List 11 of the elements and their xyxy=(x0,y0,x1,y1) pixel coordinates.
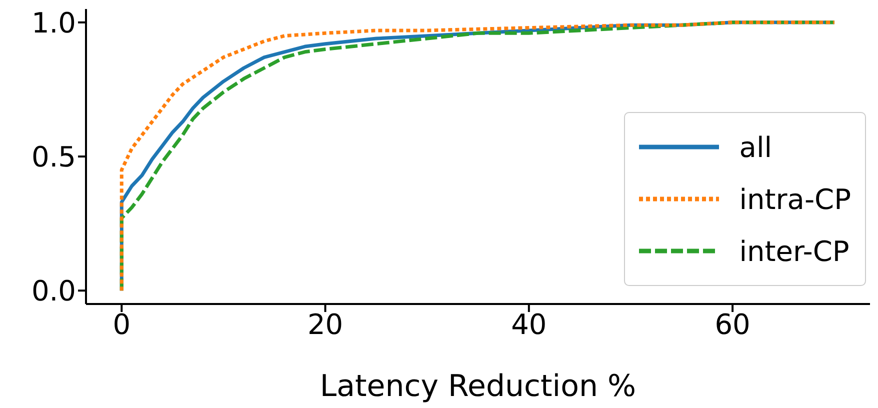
y-tick-label: 0.0 xyxy=(31,274,76,308)
x-tick-label: 20 xyxy=(307,308,344,341)
x-tick-label: 40 xyxy=(511,308,547,341)
y-tick-label: 1.0 xyxy=(31,6,76,40)
x-tick-label: 60 xyxy=(714,308,750,341)
legend-label: inter-CP xyxy=(739,234,850,268)
legend-label: intra-CP xyxy=(739,182,851,216)
x-axis-title: Latency Reduction % xyxy=(320,369,636,404)
y-tick-label: 0.5 xyxy=(31,140,76,174)
x-tick-label: 0 xyxy=(112,308,131,341)
legend-label: all xyxy=(739,130,772,164)
